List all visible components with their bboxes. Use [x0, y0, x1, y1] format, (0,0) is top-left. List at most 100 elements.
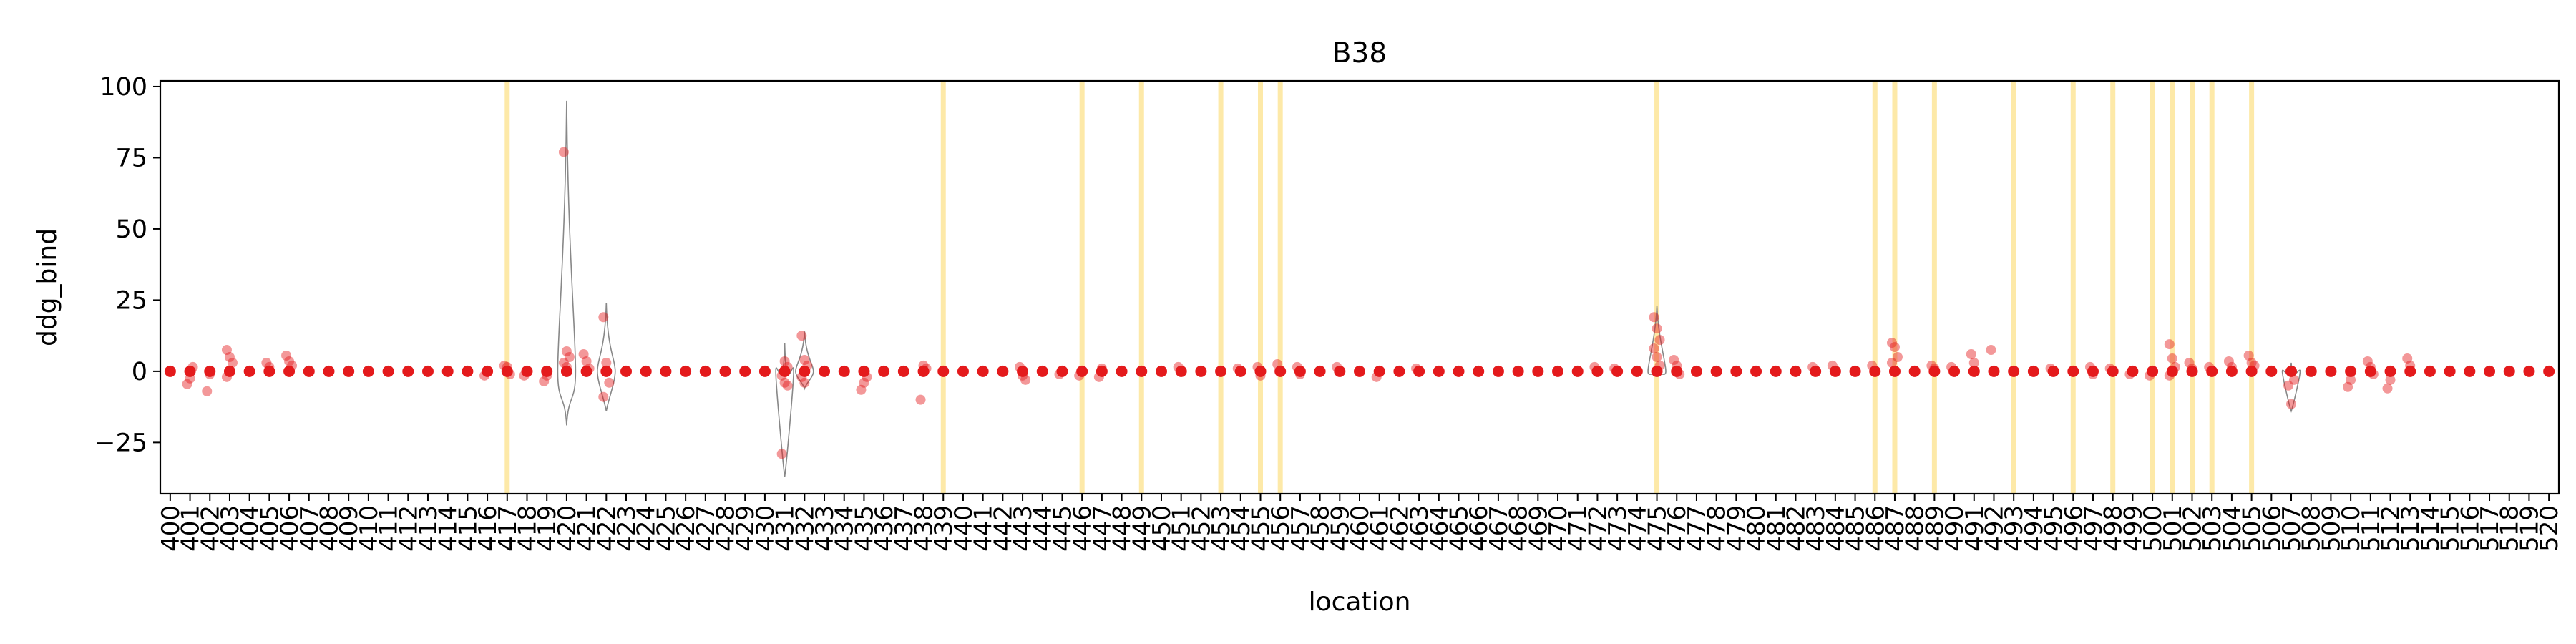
point-431-median	[779, 365, 791, 377]
y-tick-label: −25	[94, 429, 147, 457]
point-500-median	[2147, 365, 2159, 377]
highlight-band-498	[2110, 81, 2116, 494]
point-432-0	[796, 331, 807, 341]
point-467-median	[1492, 365, 1504, 377]
x-tick-label: 424	[633, 505, 661, 552]
point-448-median	[1116, 365, 1128, 377]
point-401-0	[182, 379, 192, 389]
highlight-band-456	[1277, 81, 1283, 494]
x-tick-label: 413	[414, 505, 443, 552]
x-tick-label: 402	[196, 505, 225, 552]
x-tick-label: 477	[1683, 505, 1712, 552]
x-tick-label: 501	[2159, 505, 2187, 552]
x-tick-label: 434	[831, 505, 859, 552]
x-tick-label: 492	[1980, 505, 2009, 552]
point-483-0	[1807, 361, 1818, 372]
x-tick-label: 416	[474, 505, 502, 552]
point-479-median	[1730, 365, 1742, 377]
x-tick-label: 481	[1762, 505, 1791, 552]
point-492-median	[1988, 365, 2000, 377]
point-452-median	[1195, 365, 1207, 377]
point-473-median	[1611, 365, 1624, 377]
highlight-band-446	[1079, 81, 1085, 494]
point-459-0	[1332, 361, 1342, 372]
point-505-2	[2249, 360, 2260, 371]
x-tick-label: 461	[1366, 505, 1395, 552]
x-tick-label: 470	[1544, 505, 1573, 552]
highlight-band-500	[2150, 81, 2155, 494]
point-489-0	[1926, 360, 1937, 371]
point-417-1	[502, 361, 512, 372]
point-493-median	[2008, 365, 2020, 377]
point-438-median	[917, 365, 930, 377]
x-tick-label: 417	[494, 505, 522, 552]
point-497-median	[2087, 365, 2099, 377]
point-421-2	[584, 363, 595, 374]
point-500-0	[2145, 370, 2155, 381]
highlight-band-475	[1654, 81, 1660, 494]
x-tick-label: 471	[1564, 505, 1593, 552]
x-tick-label: 418	[513, 505, 542, 552]
x-tick-label: 445	[1048, 505, 1077, 552]
point-476-0	[1669, 354, 1679, 365]
x-tick-label: 485	[1842, 505, 1870, 552]
x-tick-label: 452	[1187, 505, 1216, 552]
point-491-0	[1966, 349, 1976, 360]
point-454-median	[1234, 365, 1246, 377]
point-497-1	[2087, 369, 2098, 379]
point-420-1	[561, 346, 572, 357]
point-508-median	[2305, 365, 2317, 377]
x-tick-label: 449	[1128, 505, 1156, 552]
point-414-median	[441, 365, 454, 377]
point-438-0	[915, 394, 926, 405]
x-tick-label: 504	[2218, 505, 2247, 552]
x-tick-label: 472	[1584, 505, 1612, 552]
point-407-median	[303, 365, 315, 377]
point-404-median	[243, 365, 255, 377]
point-424-median	[640, 365, 652, 377]
point-505-1	[2246, 357, 2257, 368]
x-tick-label: 408	[315, 505, 343, 552]
x-tick-label: 520	[2535, 505, 2564, 552]
point-491-median	[1968, 365, 1980, 377]
x-tick-label: 511	[2357, 505, 2386, 552]
x-tick-label: 503	[2198, 505, 2227, 552]
plot-frame	[159, 79, 2560, 495]
x-tick-label: 490	[1941, 505, 1969, 552]
point-455-1	[1255, 370, 1266, 381]
point-432-1	[799, 354, 810, 365]
point-408-median	[323, 365, 335, 377]
point-435-2	[862, 371, 872, 382]
point-463-0	[1411, 363, 1422, 374]
point-433-median	[819, 365, 831, 377]
point-431-5	[782, 380, 793, 391]
point-413-median	[421, 365, 434, 377]
point-481-median	[1770, 365, 1782, 377]
x-tick-label: 486	[1861, 505, 1890, 552]
x-tick-label: 517	[2476, 505, 2504, 552]
x-tick-label: 453	[1207, 505, 1236, 552]
x-tick-label: 519	[2515, 505, 2544, 552]
point-502-0	[2184, 357, 2195, 368]
point-513-median	[2404, 365, 2416, 377]
point-515-median	[2444, 365, 2456, 377]
point-405-0	[261, 357, 272, 368]
highlight-band-501	[2170, 81, 2175, 494]
x-tick-label: 406	[275, 505, 304, 552]
point-410-median	[362, 365, 374, 377]
x-tick-label: 494	[2020, 505, 2049, 552]
highlight-band-496	[2070, 81, 2076, 494]
data-points	[164, 147, 2555, 459]
x-tick-label: 458	[1307, 505, 1335, 552]
x-tick-label: 443	[1009, 505, 1038, 552]
point-487-0	[1886, 338, 1897, 348]
point-441-median	[977, 365, 989, 377]
point-415-median	[462, 365, 474, 377]
point-459-median	[1334, 365, 1346, 377]
x-tick-label: 437	[890, 505, 919, 552]
point-422-median	[600, 365, 613, 377]
point-406-median	[283, 365, 296, 377]
point-513-0	[2402, 353, 2413, 364]
point-435-1	[859, 377, 869, 388]
point-432-median	[799, 365, 811, 377]
